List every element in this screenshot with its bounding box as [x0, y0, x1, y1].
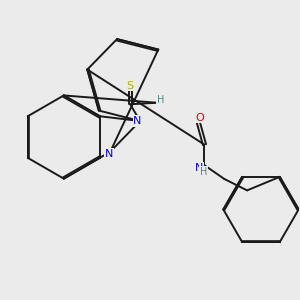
Text: N: N — [195, 163, 203, 173]
Text: N: N — [133, 116, 142, 126]
Text: S: S — [127, 81, 134, 91]
Text: N: N — [105, 149, 113, 159]
Text: H: H — [157, 95, 164, 106]
Text: H: H — [200, 167, 207, 177]
Text: O: O — [195, 113, 204, 123]
